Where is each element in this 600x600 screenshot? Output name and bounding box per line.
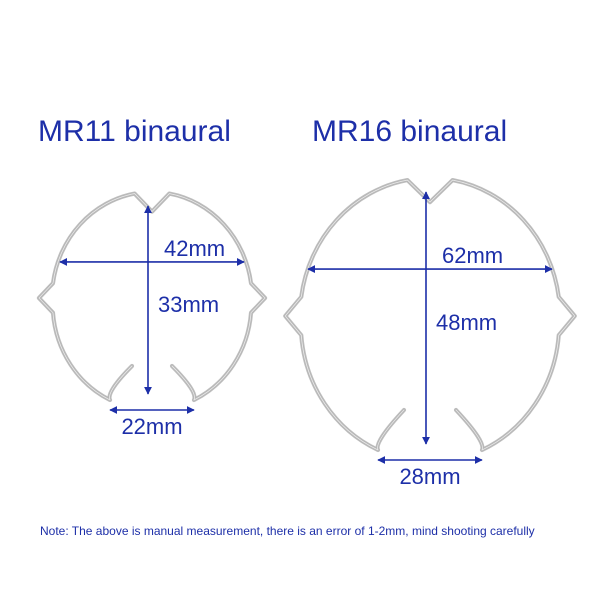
dim-height-left: 33mm — [148, 206, 219, 394]
dim-gap-left-label: 22mm — [121, 414, 182, 439]
dim-width-left-label: 42mm — [164, 236, 225, 261]
dim-gap-right-label: 28mm — [399, 464, 460, 489]
title-mr16: MR16 binaural — [312, 115, 507, 149]
footnote: Note: The above is manual measurement, t… — [40, 524, 535, 538]
dim-gap-left: 22mm — [110, 410, 194, 439]
dim-height-left-label: 33mm — [158, 292, 219, 317]
dim-width-right: 62mm — [308, 243, 552, 269]
dim-width-left: 42mm — [60, 236, 244, 262]
dim-height-right-label: 48mm — [436, 310, 497, 335]
dim-width-right-label: 62mm — [442, 243, 503, 268]
wire-right — [285, 180, 574, 450]
diagram-stage: 42mm 33mm 22mm 62mm 48mm 28mm MR11 binaural M… — [0, 0, 600, 600]
diagram-svg: 42mm 33mm 22mm 62mm 48mm 28mm — [0, 0, 600, 600]
dim-height-right: 48mm — [426, 192, 497, 444]
wire-left — [39, 194, 265, 400]
dim-gap-right: 28mm — [378, 460, 482, 489]
title-mr11: MR11 binaural — [38, 115, 231, 149]
